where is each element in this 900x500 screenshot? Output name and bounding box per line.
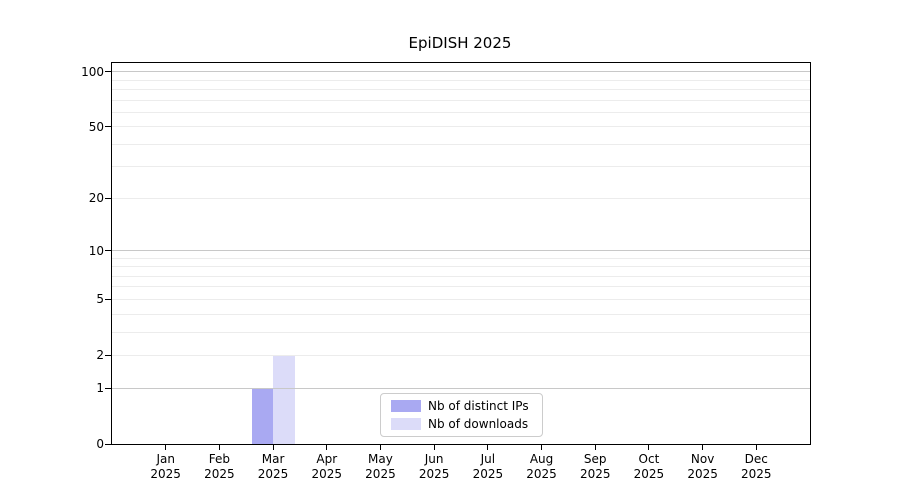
y-gridline-minor [112,143,810,145]
legend: Nb of distinct IPs Nb of downloads [380,393,543,437]
x-tick [379,444,381,450]
y-tick [105,354,112,356]
x-tick [218,444,220,450]
y-tick-label: 100 [81,64,104,79]
y-gridline-minor [112,166,810,168]
y-tick [105,387,112,389]
x-tick-label: May 2025 [348,452,412,481]
y-tick-label: 0 [96,437,104,451]
y-gridline-minor [112,88,810,90]
grid-layer [112,63,810,444]
x-tick-month: Oct [638,452,660,466]
x-tick-label: Jan 2025 [134,452,198,481]
ticks-layer: 0 1 2 5 10 20 50 100 Jan 2025 Feb 2025 Mar 2025 Apr 202… [81,63,810,481]
x-tick-year: 2025 [687,466,718,481]
x-tick-year: 2025 [579,466,611,481]
x-tick-year: 2025 [257,466,289,481]
x-tick-year: 2025 [204,466,235,481]
x-tick-year: 2025 [365,466,396,481]
y-tick-label: 20 [88,191,104,206]
y-tick-label: 5 [96,292,104,307]
chart-title: EpiDISH 2025 [408,34,512,52]
x-tick [272,444,274,450]
y-gridline-major [112,71,810,73]
y-tick-label: 1 [96,381,104,396]
x-tick-month: Jan [156,452,175,466]
x-tick-label: Sep 2025 [563,452,627,481]
x-tick-year: 2025 [150,466,181,481]
x-tick-month: Jul [480,452,496,466]
x-tick-label: Aug 2025 [510,452,574,481]
y-tick-label: 50 [88,119,104,134]
x-tick-label: Mar 2025 [241,452,305,481]
legend-item-distinct-ips: Nb of distinct IPs [391,398,542,415]
legend-color-swatch-distinct-ips-icon [391,400,421,413]
legend-item-downloads: Nb of downloads [391,415,542,432]
legend-label-distinct-ips: Nb of distinct IPs [428,399,529,414]
y-gridline-major [112,250,810,251]
y-gridline-minor [112,257,810,259]
x-tick-month: Sep [583,452,607,466]
x-tick-year: 2025 [741,466,772,481]
bar-nb-of-distinct-ips-mar [251,388,274,444]
x-tick-month: Apr [316,452,338,466]
x-tick [755,444,757,450]
y-gridline-minor [112,298,810,300]
y-tick [105,197,112,199]
y-gridline-minor [112,111,810,113]
x-tick [594,444,596,450]
x-tick-label: Feb 2025 [187,452,251,481]
y-gridline-minor [112,286,810,288]
y-gridline-minor [112,313,810,315]
x-tick-label: Nov 2025 [671,452,735,481]
y-gridline-minor [112,266,810,268]
y-tick-label: 10 [88,243,104,258]
y-gridline-minor [112,79,810,81]
x-tick [702,444,704,450]
x-tick-label: Apr 2025 [295,452,359,481]
x-tick-month: Jun [424,452,444,466]
plot-area: 0 1 2 5 10 20 50 100 Jan 2025 Feb 2025 Mar 2025 Apr 202… [81,62,811,481]
x-tick-label: Oct 2025 [617,452,681,481]
y-tick [105,443,112,445]
x-tick [433,444,435,450]
x-tick-year: 2025 [633,466,665,481]
x-tick-year: 2025 [418,466,450,481]
x-tick-year: 2025 [472,466,504,481]
x-tick-month: May [368,452,393,466]
x-tick-label: Jun 2025 [402,452,466,481]
y-gridline-minor [112,354,810,356]
y-tick [105,250,112,251]
x-tick [326,444,328,450]
y-gridline-minor [112,275,810,277]
y-tick [105,71,112,73]
x-tick [648,444,650,450]
x-tick-month: Feb [208,452,230,466]
x-tick-month: Aug [529,452,554,466]
x-tick [165,444,167,450]
x-tick [541,444,543,450]
y-gridline-minor [112,331,810,333]
y-tick-label: 2 [96,348,104,363]
y-tick [105,298,112,300]
x-tick-month: Nov [690,452,715,466]
x-tick-year: 2025 [311,466,343,481]
legend-color-swatch-downloads-icon [391,417,421,430]
x-tick-month: Dec [744,452,768,466]
bars-layer [112,63,810,444]
x-tick-label: Jul 2025 [456,452,520,481]
x-tick [487,444,489,450]
y-tick [105,126,112,128]
bar-nb-of-downloads-mar [273,355,295,444]
x-tick-month: Mar [261,452,285,466]
x-tick-year: 2025 [526,466,557,481]
y-gridline-minor [112,197,810,199]
y-gridline-major [112,387,810,389]
y-gridline-minor [112,126,810,128]
y-gridline-minor [112,99,810,101]
x-tick-label: Dec 2025 [724,452,788,481]
legend-label-downloads: Nb of downloads [428,416,529,431]
